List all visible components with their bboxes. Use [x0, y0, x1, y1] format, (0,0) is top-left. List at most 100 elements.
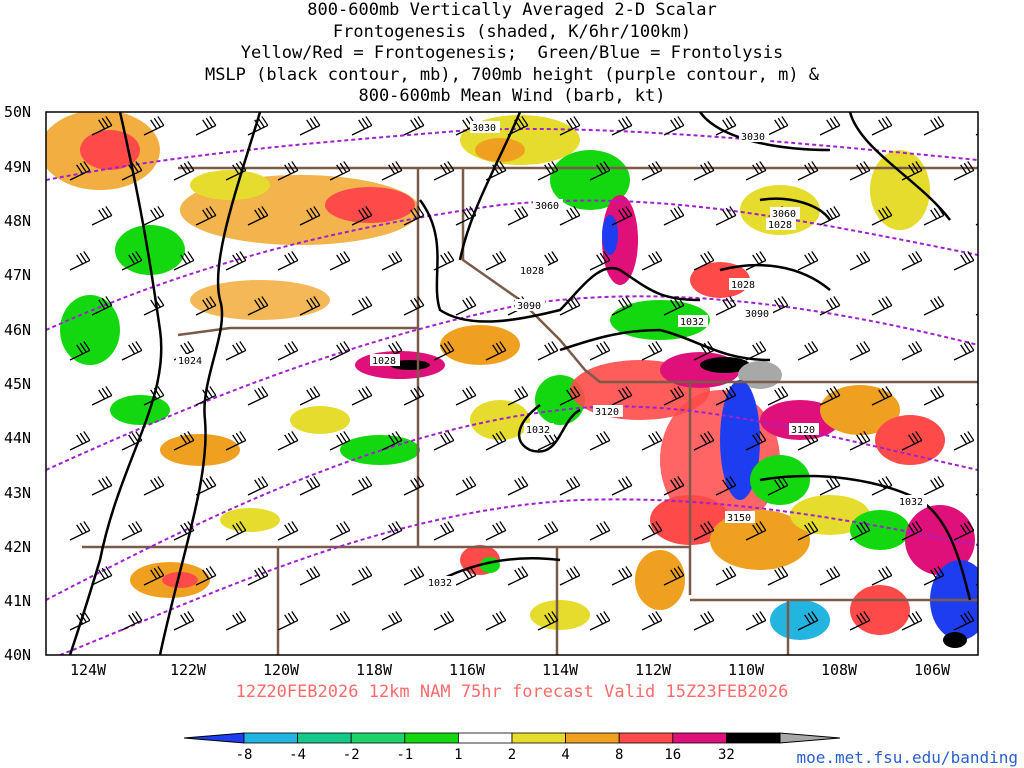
wind-barb [507, 116, 529, 136]
mslp-label: 1032 [526, 425, 550, 436]
wind-barb [797, 341, 819, 361]
wind-barb [225, 341, 247, 361]
wind-barb [143, 116, 165, 136]
wind-barb [559, 476, 581, 496]
wind-barb [849, 251, 871, 271]
wind-barb [121, 611, 143, 631]
wind-barb [247, 566, 269, 586]
latitude-axis: 50N 49N 48N 47N 46N 45N 44N 43N 42N 41N … [4, 103, 31, 664]
height-label: 3120 [791, 425, 815, 436]
wind-barb [715, 296, 737, 316]
wind-barb [715, 476, 737, 496]
wind-barb [247, 296, 269, 316]
wind-barb [351, 386, 373, 406]
wind-barb [277, 341, 299, 361]
wind-barb [819, 566, 841, 586]
lon-label-108: 108W [821, 661, 858, 679]
colorbar-tick-label: 1 [454, 747, 462, 763]
lon-label-116: 116W [449, 661, 486, 679]
wind-barb [745, 521, 767, 541]
wind-barb [663, 206, 685, 226]
wind-barb [507, 386, 529, 406]
colorbar-swatch [457, 732, 513, 744]
wind-barb [871, 116, 893, 136]
wind-barb [351, 476, 373, 496]
wind-barb [381, 431, 403, 451]
lon-label-110: 110W [728, 661, 765, 679]
wind-barb [537, 611, 559, 631]
wind-barb [381, 251, 403, 271]
wind-barb [871, 206, 893, 226]
colorbar-swatch [565, 732, 620, 744]
lon-label-112: 112W [635, 661, 672, 679]
wind-barb [485, 431, 507, 451]
wind-barb [69, 431, 91, 451]
wind-barb [797, 611, 819, 631]
wind-barb [433, 251, 455, 271]
wind-barb [173, 251, 195, 271]
wind-barb [121, 341, 143, 361]
wind-barb [923, 566, 945, 586]
wind-barb [559, 566, 581, 586]
colorbar-tick-label: 16 [664, 747, 681, 763]
wind-barb [433, 341, 455, 361]
wind-barb [641, 251, 663, 271]
wind-barb [611, 476, 633, 496]
wind-barb [849, 341, 871, 361]
wind-barb [975, 403, 978, 406]
colorbar-tick-label: -1 [396, 747, 413, 763]
wind-barb [299, 206, 321, 226]
colorbar: -8 -4 -2 -1 1 2 4 8 16 32 [183, 732, 841, 763]
colorbar-tick-label: -8 [236, 747, 253, 763]
colorbar-tick-label: 2 [508, 747, 516, 763]
wind-barb [953, 521, 975, 541]
wind-barb [611, 116, 633, 136]
wind-barb [611, 386, 633, 406]
colorbar-tick-label: 4 [561, 747, 569, 763]
mslp-label: 1028 [731, 280, 755, 291]
wind-barb [559, 116, 581, 136]
site-link[interactable]: moe.met.fsu.edu/banding [796, 748, 1018, 767]
wind-barb [247, 386, 269, 406]
wind-barb [143, 206, 165, 226]
colorbar-tick-label: -2 [343, 747, 360, 763]
forecast-valid-text: 12Z20FEB2026 12km NAM 75hr forecast Vali… [235, 682, 789, 702]
colorbar-swatch [297, 732, 352, 744]
wind-barb [589, 611, 611, 631]
wind-barb [485, 161, 507, 181]
wind-barb [953, 161, 975, 181]
wind-barb [589, 161, 611, 181]
wind-barb [871, 476, 893, 496]
lon-label-114: 114W [542, 661, 579, 679]
wind-barb [225, 611, 247, 631]
wind-barb [693, 341, 715, 361]
wind-barb [91, 566, 113, 586]
wind-barb [121, 251, 143, 271]
wind-barb [819, 116, 841, 136]
wind-barb [745, 161, 767, 181]
wind-barb [329, 611, 351, 631]
wind-barb [91, 296, 113, 316]
wind-barb [641, 161, 663, 181]
wind-barb [871, 296, 893, 316]
wind-barb [923, 296, 945, 316]
mslp-label: 1032 [428, 578, 452, 589]
map-title: 800-600mb Vertically Averaged 2-D Scalar… [0, 0, 1024, 108]
wind-barb [693, 161, 715, 181]
lat-label-49: 49N [4, 158, 31, 176]
lat-label-48: 48N [4, 212, 31, 230]
wind-barb [975, 223, 978, 226]
wind-barb [91, 476, 113, 496]
wind-barb [663, 476, 685, 496]
lat-label-40: 40N [4, 646, 31, 664]
wind-barb [715, 566, 737, 586]
wind-barb [537, 341, 559, 361]
wind-barb [537, 431, 559, 451]
wind-barb [69, 521, 91, 541]
wind-barb [923, 116, 945, 136]
wind-barb [69, 341, 91, 361]
height-label: 3090 [517, 301, 541, 312]
colorbar-arrow-right [779, 732, 841, 744]
wind-barb [641, 341, 663, 361]
wind-barb [663, 116, 685, 136]
